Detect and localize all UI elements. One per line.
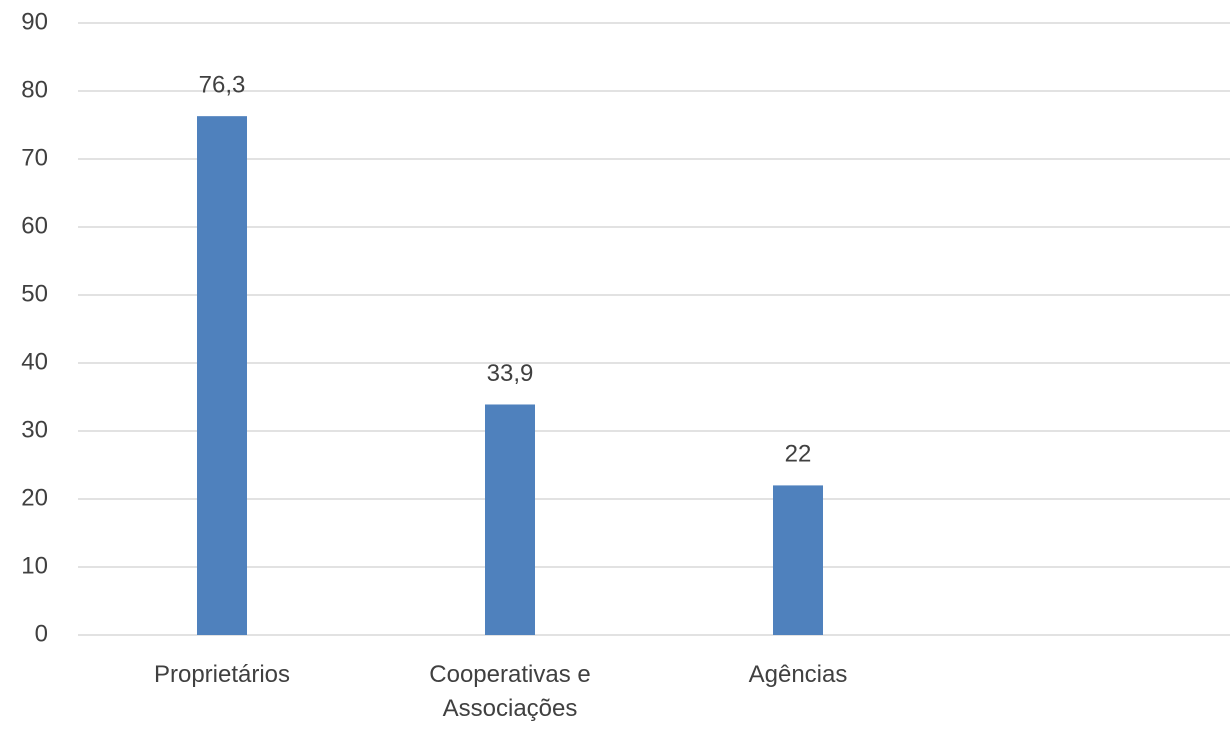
y-tick-label: 50 [21,280,48,307]
data-label: 22 [785,441,812,468]
x-tick-label: Proprietários [153,661,291,688]
x-tick-label: Agências [748,661,848,688]
y-tick-label: 10 [21,552,48,579]
y-tick-label: 40 [21,348,48,375]
y-tick-label: 20 [21,484,48,511]
data-label: 76,3 [199,72,246,99]
x-tick-label: Cooperativas e Associações [429,661,591,722]
y-tick-label: 30 [21,416,48,443]
bar [485,404,535,635]
data-label: 33,9 [487,360,534,387]
y-tick-label: 80 [21,76,48,103]
y-tick-label: 0 [35,620,48,647]
y-tick-label: 60 [21,212,48,239]
y-tick-label: 70 [21,144,48,171]
bar [773,485,823,635]
y-tick-label: 90 [21,8,48,35]
bar [197,116,247,635]
